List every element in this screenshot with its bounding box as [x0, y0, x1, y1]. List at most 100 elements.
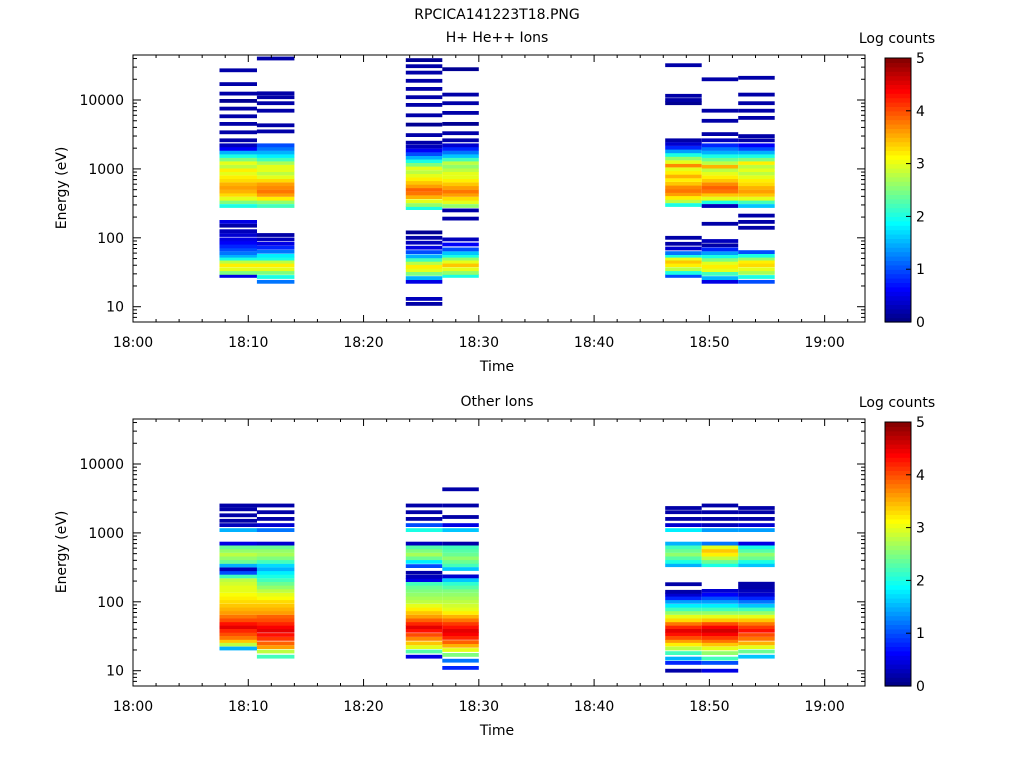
heatmap-cell — [219, 503, 257, 508]
plot-frame — [132, 418, 866, 687]
heatmap-cell — [701, 268, 739, 272]
heatmap-cell — [665, 138, 702, 143]
colorbar-swatch — [885, 430, 911, 436]
heatmap-cell — [405, 268, 443, 272]
heatmap-cell — [219, 528, 257, 532]
heatmap-cell — [219, 256, 257, 261]
heatmap-cell — [442, 607, 479, 612]
heatmap-cell — [405, 528, 443, 532]
heatmap-cell — [701, 193, 739, 197]
y-tick-label: 10 — [106, 300, 124, 316]
colorbar-swatch — [885, 664, 911, 669]
x-tick-label: 18:50 — [689, 335, 729, 351]
heatmap-cell — [256, 164, 295, 169]
heatmap-cell — [405, 549, 443, 553]
heatmap-cell — [738, 161, 775, 165]
heatmap-cell — [665, 196, 702, 200]
heatmap-cell — [405, 541, 443, 546]
colorbar-swatch — [885, 119, 911, 125]
heatmap-cell — [219, 161, 257, 165]
heatmap-cell — [738, 164, 775, 169]
heatmap-cell — [256, 193, 295, 197]
heatmap-cell — [665, 246, 702, 251]
heatmap-cell — [256, 628, 295, 633]
heatmap-cell — [738, 263, 775, 268]
colorbar-swatch — [885, 580, 911, 586]
panel-title: H+ He++ Ions — [446, 30, 549, 46]
heatmap-cell — [442, 589, 479, 593]
colorbar-swatch — [885, 190, 911, 195]
colorbar-swatch — [885, 207, 911, 213]
heatmap-cell — [738, 549, 775, 553]
heatmap-cell — [738, 596, 775, 601]
heatmap-cell — [442, 556, 479, 561]
colorbar-swatch — [885, 668, 911, 674]
colorbar-swatch — [885, 317, 911, 323]
colorbar-swatch — [885, 269, 911, 275]
heatmap-cell — [256, 570, 295, 575]
heatmap-cell — [256, 633, 295, 637]
colorbar-swatch — [885, 672, 911, 678]
heatmap-cell — [405, 585, 443, 590]
y-tick-label: 10000 — [79, 457, 124, 473]
x-tick-label: 18:10 — [228, 335, 268, 351]
heatmap-cell — [405, 144, 443, 149]
heatmap-cell — [665, 563, 702, 568]
heatmap-cell — [738, 621, 775, 626]
heatmap-cell — [665, 163, 702, 168]
heatmap-cell — [405, 64, 443, 69]
heatmap-cell — [219, 639, 257, 643]
heatmap-cell — [405, 618, 443, 623]
heatmap-cell — [701, 628, 739, 633]
heatmap-cell — [442, 157, 479, 162]
heatmap-cell — [256, 253, 295, 258]
heatmap-cell — [219, 560, 257, 564]
heatmap-cell — [665, 556, 702, 561]
heatmap-cell — [405, 503, 443, 508]
heatmap-cell — [405, 560, 443, 564]
heatmap-cell — [701, 618, 739, 623]
heatmap-cell — [442, 164, 479, 169]
heatmap-cell — [701, 560, 739, 564]
heatmap-cell — [701, 541, 739, 546]
heatmap-cell — [665, 603, 702, 608]
heatmap-cell — [738, 628, 775, 633]
heatmap-cell — [701, 556, 739, 561]
heatmap-cell — [405, 596, 443, 601]
heatmap-cell — [442, 614, 479, 619]
x-tick-label: 18:40 — [574, 335, 614, 351]
heatmap-cell — [219, 625, 257, 629]
heatmap-cell — [738, 625, 775, 629]
heatmap-cell — [701, 651, 739, 655]
heatmap-cell — [219, 574, 257, 579]
heatmap-cell — [405, 103, 443, 107]
heatmap-cell — [256, 563, 295, 568]
colorbar-swatch — [885, 88, 911, 94]
colorbar-swatch — [885, 159, 911, 165]
heatmap-cell — [738, 637, 775, 641]
heatmap-cell — [701, 589, 739, 593]
heatmap-cell — [738, 603, 775, 608]
heatmap-cell — [665, 185, 702, 190]
colorbar-swatch — [885, 84, 911, 90]
heatmap-cell — [738, 193, 775, 197]
colorbar-swatch — [885, 80, 911, 85]
heatmap-cell — [738, 523, 775, 527]
heatmap-cell — [219, 171, 257, 176]
heatmap-cell — [442, 267, 479, 272]
heatmap-cell — [405, 628, 443, 633]
heatmap-cell — [442, 147, 479, 151]
heatmap-cell — [701, 186, 739, 190]
colorbar-swatch — [885, 212, 911, 217]
heatmap-cell — [701, 175, 739, 179]
heatmap-cell — [701, 592, 739, 597]
colorbar-swatch — [885, 461, 911, 467]
heatmap-cell — [405, 155, 443, 160]
colorbar: 0 1 2 3 4 5 — [884, 51, 925, 331]
panel-other-ions: Other Ions 18:00 18:10 18:20 18:30 18:40 18:5… — [54, 394, 935, 739]
x-axis-label: Time — [479, 723, 514, 739]
heatmap-cell — [405, 545, 443, 550]
x-tick-label: 18:20 — [343, 335, 383, 351]
heatmap-cell — [405, 133, 443, 137]
